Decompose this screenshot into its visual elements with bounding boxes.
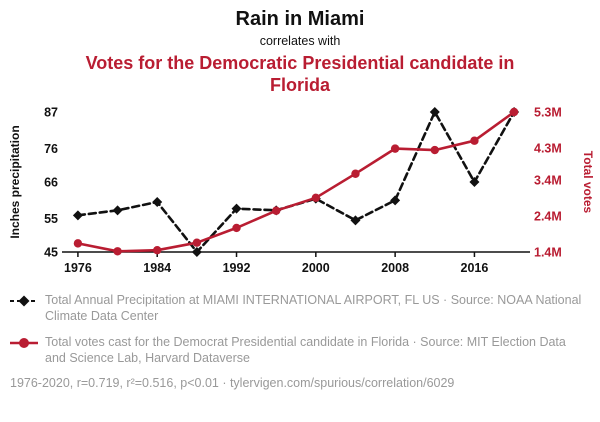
legend-text-precipitation: Total Annual Precipitation at MIAMI INTE… — [45, 293, 582, 324]
legend-item-precipitation: Total Annual Precipitation at MIAMI INTE… — [10, 292, 590, 325]
y-axis-label-left: Inches precipitation — [8, 125, 22, 239]
svg-text:1984: 1984 — [143, 261, 171, 275]
svg-text:1.4M: 1.4M — [534, 246, 562, 260]
svg-text:1992: 1992 — [223, 261, 251, 275]
svg-text:87: 87 — [44, 106, 58, 120]
chart-header: Rain in Miami correlates with Votes for … — [0, 8, 600, 96]
legend-item-votes: Total votes cast for the Democrat Presid… — [10, 334, 590, 367]
svg-text:2008: 2008 — [381, 261, 409, 275]
secondary-title: Votes for the Democratic Presidential ca… — [85, 53, 515, 95]
chart-svg: 1976 1984 1992 2000 2008 2016 45 55 66 76 87 1.4M 2.… — [44, 106, 562, 276]
legend: Total Annual Precipitation at MIAMI INTE… — [10, 292, 590, 366]
svg-text:55: 55 — [44, 212, 58, 226]
svg-text:3.4M: 3.4M — [534, 174, 562, 188]
page-title: Rain in Miami — [235, 8, 365, 30]
svg-text:76: 76 — [44, 142, 58, 156]
correlates-with-subtitle: correlates with — [259, 34, 341, 48]
svg-text:2016: 2016 — [461, 261, 489, 275]
y-axis-label-right: Total votes — [581, 150, 595, 214]
red-circle-solid-line-icon — [10, 337, 38, 348]
svg-text:2000: 2000 — [302, 261, 330, 275]
svg-text:2.4M: 2.4M — [534, 210, 562, 224]
black-diamond-dashed-line-icon — [10, 295, 38, 307]
svg-text:1976: 1976 — [64, 261, 92, 275]
legend-text-votes: Total votes cast for the Democrat Presid… — [45, 334, 566, 365]
svg-text:5.3M: 5.3M — [534, 106, 562, 120]
footer-text: 1976-2020, r=0.719, r²=0.516, p<0.01 · t… — [10, 376, 455, 391]
svg-text:4.3M: 4.3M — [534, 142, 562, 156]
svg-text:66: 66 — [44, 176, 58, 190]
chart: 1976 1984 1992 2000 2008 2016 45 55 66 76 87 1.4M 2.… — [0, 100, 600, 278]
svg-text:45: 45 — [44, 246, 58, 260]
